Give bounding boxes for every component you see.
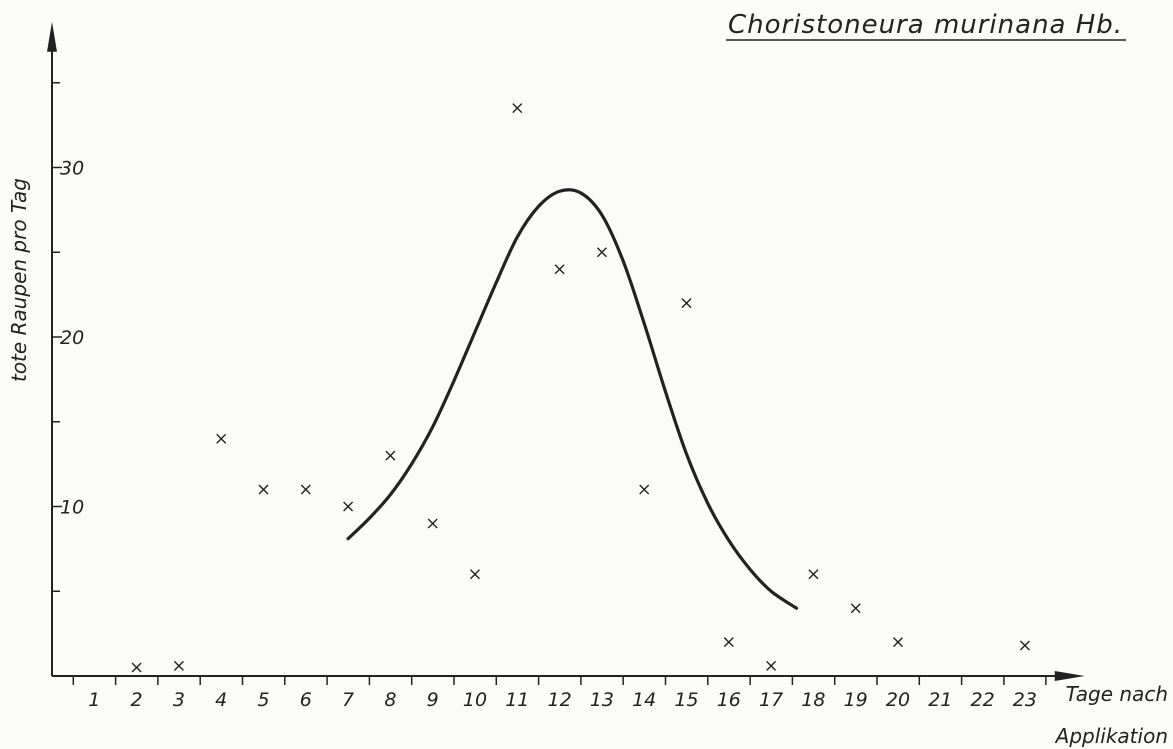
data-point-stroke <box>1019 640 1030 651</box>
x-axis-ticks: 1 2 3 4 5 6 7 8 9 10 11 12 13 14 15 16 17 18 19 20 21 22 23 <box>72 676 1047 711</box>
y-tick-label: 10 <box>60 497 84 519</box>
chart-title: Choristoneura murinana Hb. <box>728 10 1123 40</box>
y-tick-label: 30 <box>60 158 84 180</box>
data-point-stroke <box>258 484 269 495</box>
data-point <box>1019 640 1030 651</box>
data-point <box>808 569 819 580</box>
x-tick-label: 15 <box>674 689 698 711</box>
data-point <box>850 603 861 614</box>
x-tick-label: 10 <box>463 689 487 711</box>
x-tick-label: 5 <box>257 689 269 711</box>
data-point-stroke <box>343 501 354 512</box>
x-tick-label: 9 <box>427 689 439 711</box>
data-point-stroke <box>173 660 184 671</box>
data-point-stroke <box>512 103 523 114</box>
data-point <box>385 450 396 461</box>
x-tick-label: 17 <box>759 689 783 711</box>
data-point <box>512 103 523 114</box>
x-tick-label: 16 <box>717 689 741 711</box>
x-tick-label: 20 <box>886 689 910 711</box>
data-point-stroke <box>470 569 480 580</box>
data-point-stroke <box>596 247 607 258</box>
data-point <box>766 660 777 671</box>
data-point-stroke <box>808 569 819 580</box>
data-point-stroke <box>216 433 227 444</box>
y-axis-ticks: 10 20 30 <box>52 82 84 592</box>
x-tick-label: 8 <box>384 689 396 711</box>
data-point <box>893 637 903 648</box>
data-point <box>216 433 227 444</box>
x-tick-label: 18 <box>801 689 825 711</box>
data-point <box>258 484 269 495</box>
data-point <box>596 247 607 258</box>
data-point <box>427 518 438 529</box>
data-point <box>723 637 734 648</box>
data-point <box>681 298 692 309</box>
y-tick-label: 20 <box>60 327 84 349</box>
data-point-stroke <box>639 484 650 495</box>
data-point-stroke <box>681 298 692 309</box>
fitted-curve <box>346 188 799 610</box>
x-tick-label: 4 <box>215 689 227 711</box>
x-tick-label: 2 <box>131 689 143 711</box>
x-tick-label: 3 <box>173 689 185 711</box>
x-tick-label: 13 <box>590 689 614 711</box>
data-point <box>300 484 311 495</box>
x-tick-label: 14 <box>632 689 656 711</box>
data-points-layer <box>131 103 1030 673</box>
data-point <box>131 662 142 673</box>
x-tick-label: 7 <box>342 689 354 711</box>
data-point <box>173 660 184 671</box>
x-tick-label: 22 <box>971 689 995 711</box>
x-axis-title-line-1: Tage nach <box>1066 682 1168 706</box>
x-axis-arrowhead <box>1054 671 1085 681</box>
data-point-stroke <box>766 660 777 671</box>
x-tick-label: 19 <box>844 689 868 711</box>
data-point-stroke <box>427 518 438 529</box>
fitted-curve-layer <box>346 188 799 610</box>
data-point-stroke <box>300 484 311 495</box>
data-point-stroke <box>385 450 396 461</box>
data-point-stroke <box>554 264 565 275</box>
x-tick-label: 23 <box>1013 689 1037 711</box>
data-point <box>554 264 565 275</box>
data-point-stroke <box>723 637 734 648</box>
data-point-stroke <box>893 637 903 648</box>
data-point-stroke <box>850 603 861 614</box>
axes <box>47 21 1085 681</box>
x-tick-label: 11 <box>505 689 529 711</box>
data-point <box>470 569 480 580</box>
data-point <box>639 484 650 495</box>
x-axis-title-line-2: Applikation <box>1054 724 1168 748</box>
x-tick-label: 6 <box>300 689 312 711</box>
y-axis-title: tote Raupen pro Tag <box>7 178 31 382</box>
y-axis-arrowhead <box>47 21 57 52</box>
x-tick-label: 1 <box>88 689 100 711</box>
data-point <box>343 501 354 512</box>
x-tick-label: 12 <box>548 689 572 711</box>
x-tick-label: 21 <box>928 689 952 711</box>
data-point-stroke <box>131 662 142 673</box>
